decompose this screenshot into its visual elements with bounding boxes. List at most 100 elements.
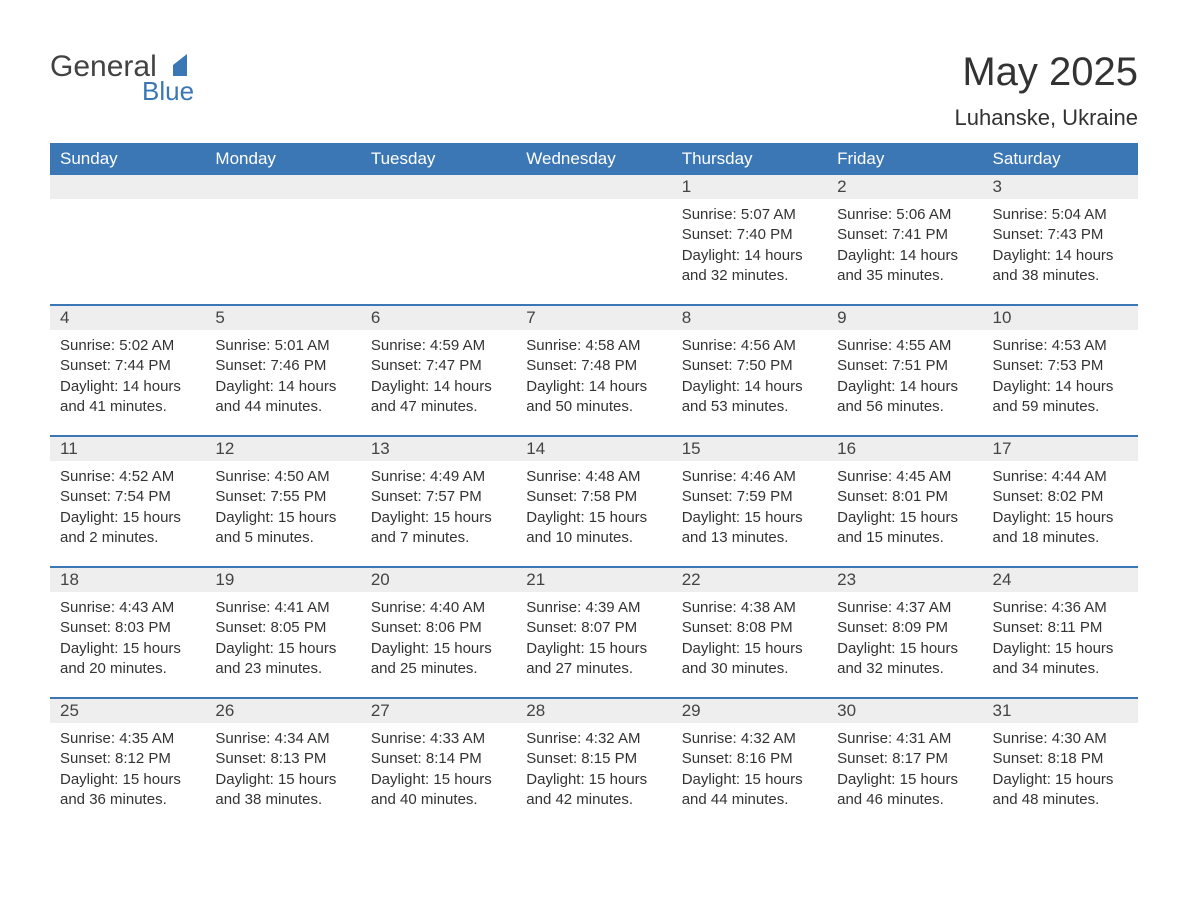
weekday-header: Tuesday bbox=[361, 143, 516, 175]
day-number-cell: 11 bbox=[50, 436, 205, 461]
daylight-line: Daylight: 15 hours and 25 minutes. bbox=[371, 639, 506, 680]
day-number-row: 25262728293031 bbox=[50, 698, 1138, 723]
day-number-cell: 12 bbox=[205, 436, 360, 461]
daylight-line: Daylight: 14 hours and 44 minutes. bbox=[215, 377, 350, 418]
day-number-cell: 26 bbox=[205, 698, 360, 723]
sunrise-line: Sunrise: 5:06 AM bbox=[837, 205, 972, 225]
sunrise-line: Sunrise: 4:35 AM bbox=[60, 729, 195, 749]
day-detail-cell: Sunrise: 4:38 AMSunset: 8:08 PMDaylight:… bbox=[672, 592, 827, 698]
day-number-cell: 27 bbox=[361, 698, 516, 723]
day-detail-cell: Sunrise: 4:44 AMSunset: 8:02 PMDaylight:… bbox=[983, 461, 1138, 567]
sunset-line: Sunset: 7:57 PM bbox=[371, 487, 506, 507]
daylight-line: Daylight: 15 hours and 48 minutes. bbox=[993, 770, 1128, 811]
day-number-cell bbox=[516, 175, 671, 199]
day-number-cell: 30 bbox=[827, 698, 982, 723]
sunrise-line: Sunrise: 4:43 AM bbox=[60, 598, 195, 618]
day-detail-cell: Sunrise: 4:50 AMSunset: 7:55 PMDaylight:… bbox=[205, 461, 360, 567]
sunset-line: Sunset: 8:15 PM bbox=[526, 749, 661, 769]
sunrise-line: Sunrise: 4:38 AM bbox=[682, 598, 817, 618]
day-detail-cell: Sunrise: 4:36 AMSunset: 8:11 PMDaylight:… bbox=[983, 592, 1138, 698]
day-detail-cell bbox=[205, 199, 360, 305]
location-label: Luhanske, Ukraine bbox=[955, 105, 1138, 131]
day-detail-cell bbox=[516, 199, 671, 305]
sunrise-line: Sunrise: 4:53 AM bbox=[993, 336, 1128, 356]
day-detail-row: Sunrise: 5:07 AMSunset: 7:40 PMDaylight:… bbox=[50, 199, 1138, 305]
sunset-line: Sunset: 8:09 PM bbox=[837, 618, 972, 638]
sunrise-line: Sunrise: 4:31 AM bbox=[837, 729, 972, 749]
day-detail-cell: Sunrise: 4:45 AMSunset: 8:01 PMDaylight:… bbox=[827, 461, 982, 567]
month-title: May 2025 bbox=[955, 50, 1138, 95]
sunset-line: Sunset: 8:06 PM bbox=[371, 618, 506, 638]
daylight-line: Daylight: 15 hours and 2 minutes. bbox=[60, 508, 195, 549]
day-detail-row: Sunrise: 4:52 AMSunset: 7:54 PMDaylight:… bbox=[50, 461, 1138, 567]
sunset-line: Sunset: 8:16 PM bbox=[682, 749, 817, 769]
sunrise-line: Sunrise: 4:32 AM bbox=[526, 729, 661, 749]
sunset-line: Sunset: 7:51 PM bbox=[837, 356, 972, 376]
day-detail-cell: Sunrise: 4:39 AMSunset: 8:07 PMDaylight:… bbox=[516, 592, 671, 698]
day-number-cell: 31 bbox=[983, 698, 1138, 723]
sunrise-line: Sunrise: 4:49 AM bbox=[371, 467, 506, 487]
day-detail-cell: Sunrise: 4:46 AMSunset: 7:59 PMDaylight:… bbox=[672, 461, 827, 567]
sunset-line: Sunset: 8:08 PM bbox=[682, 618, 817, 638]
sunrise-line: Sunrise: 4:30 AM bbox=[993, 729, 1128, 749]
daylight-line: Daylight: 15 hours and 15 minutes. bbox=[837, 508, 972, 549]
logo-text-blue: Blue bbox=[142, 76, 194, 107]
sunset-line: Sunset: 8:07 PM bbox=[526, 618, 661, 638]
day-number-cell: 10 bbox=[983, 305, 1138, 330]
sunrise-line: Sunrise: 4:32 AM bbox=[682, 729, 817, 749]
sunset-line: Sunset: 8:05 PM bbox=[215, 618, 350, 638]
day-detail-cell: Sunrise: 4:48 AMSunset: 7:58 PMDaylight:… bbox=[516, 461, 671, 567]
title-block: May 2025 Luhanske, Ukraine bbox=[955, 50, 1138, 131]
daylight-line: Daylight: 15 hours and 42 minutes. bbox=[526, 770, 661, 811]
sunset-line: Sunset: 7:44 PM bbox=[60, 356, 195, 376]
day-detail-row: Sunrise: 4:43 AMSunset: 8:03 PMDaylight:… bbox=[50, 592, 1138, 698]
daylight-line: Daylight: 15 hours and 44 minutes. bbox=[682, 770, 817, 811]
day-number-cell: 18 bbox=[50, 567, 205, 592]
daylight-line: Daylight: 15 hours and 7 minutes. bbox=[371, 508, 506, 549]
day-number-row: 45678910 bbox=[50, 305, 1138, 330]
day-number-cell: 19 bbox=[205, 567, 360, 592]
day-number-cell: 1 bbox=[672, 175, 827, 199]
day-number-cell: 22 bbox=[672, 567, 827, 592]
weekday-header-row: Sunday Monday Tuesday Wednesday Thursday… bbox=[50, 143, 1138, 175]
sunset-line: Sunset: 8:02 PM bbox=[993, 487, 1128, 507]
sunrise-line: Sunrise: 4:33 AM bbox=[371, 729, 506, 749]
day-number-row: 11121314151617 bbox=[50, 436, 1138, 461]
daylight-line: Daylight: 15 hours and 20 minutes. bbox=[60, 639, 195, 680]
day-number-cell: 15 bbox=[672, 436, 827, 461]
logo: General Blue bbox=[50, 50, 194, 107]
sunset-line: Sunset: 8:18 PM bbox=[993, 749, 1128, 769]
daylight-line: Daylight: 15 hours and 5 minutes. bbox=[215, 508, 350, 549]
sunset-line: Sunset: 8:11 PM bbox=[993, 618, 1128, 638]
day-number-cell: 3 bbox=[983, 175, 1138, 199]
sunrise-line: Sunrise: 4:58 AM bbox=[526, 336, 661, 356]
sunset-line: Sunset: 8:12 PM bbox=[60, 749, 195, 769]
sunrise-line: Sunrise: 5:02 AM bbox=[60, 336, 195, 356]
day-detail-cell: Sunrise: 4:52 AMSunset: 7:54 PMDaylight:… bbox=[50, 461, 205, 567]
sunrise-line: Sunrise: 4:39 AM bbox=[526, 598, 661, 618]
day-number-cell: 25 bbox=[50, 698, 205, 723]
day-number-cell: 17 bbox=[983, 436, 1138, 461]
sunset-line: Sunset: 7:48 PM bbox=[526, 356, 661, 376]
day-detail-cell: Sunrise: 4:32 AMSunset: 8:16 PMDaylight:… bbox=[672, 723, 827, 828]
weekday-header: Friday bbox=[827, 143, 982, 175]
sunset-line: Sunset: 7:40 PM bbox=[682, 225, 817, 245]
day-detail-cell: Sunrise: 5:07 AMSunset: 7:40 PMDaylight:… bbox=[672, 199, 827, 305]
sunrise-line: Sunrise: 4:59 AM bbox=[371, 336, 506, 356]
day-number-cell: 6 bbox=[361, 305, 516, 330]
sunset-line: Sunset: 7:43 PM bbox=[993, 225, 1128, 245]
day-number-cell: 7 bbox=[516, 305, 671, 330]
day-detail-cell: Sunrise: 4:58 AMSunset: 7:48 PMDaylight:… bbox=[516, 330, 671, 436]
day-detail-cell: Sunrise: 4:56 AMSunset: 7:50 PMDaylight:… bbox=[672, 330, 827, 436]
daylight-line: Daylight: 14 hours and 53 minutes. bbox=[682, 377, 817, 418]
day-detail-cell: Sunrise: 4:40 AMSunset: 8:06 PMDaylight:… bbox=[361, 592, 516, 698]
daylight-line: Daylight: 15 hours and 30 minutes. bbox=[682, 639, 817, 680]
day-detail-cell: Sunrise: 4:35 AMSunset: 8:12 PMDaylight:… bbox=[50, 723, 205, 828]
day-number-cell bbox=[205, 175, 360, 199]
day-number-cell: 13 bbox=[361, 436, 516, 461]
sunset-line: Sunset: 7:53 PM bbox=[993, 356, 1128, 376]
sunrise-line: Sunrise: 4:40 AM bbox=[371, 598, 506, 618]
daylight-line: Daylight: 14 hours and 50 minutes. bbox=[526, 377, 661, 418]
sunset-line: Sunset: 7:50 PM bbox=[682, 356, 817, 376]
day-detail-cell: Sunrise: 4:59 AMSunset: 7:47 PMDaylight:… bbox=[361, 330, 516, 436]
